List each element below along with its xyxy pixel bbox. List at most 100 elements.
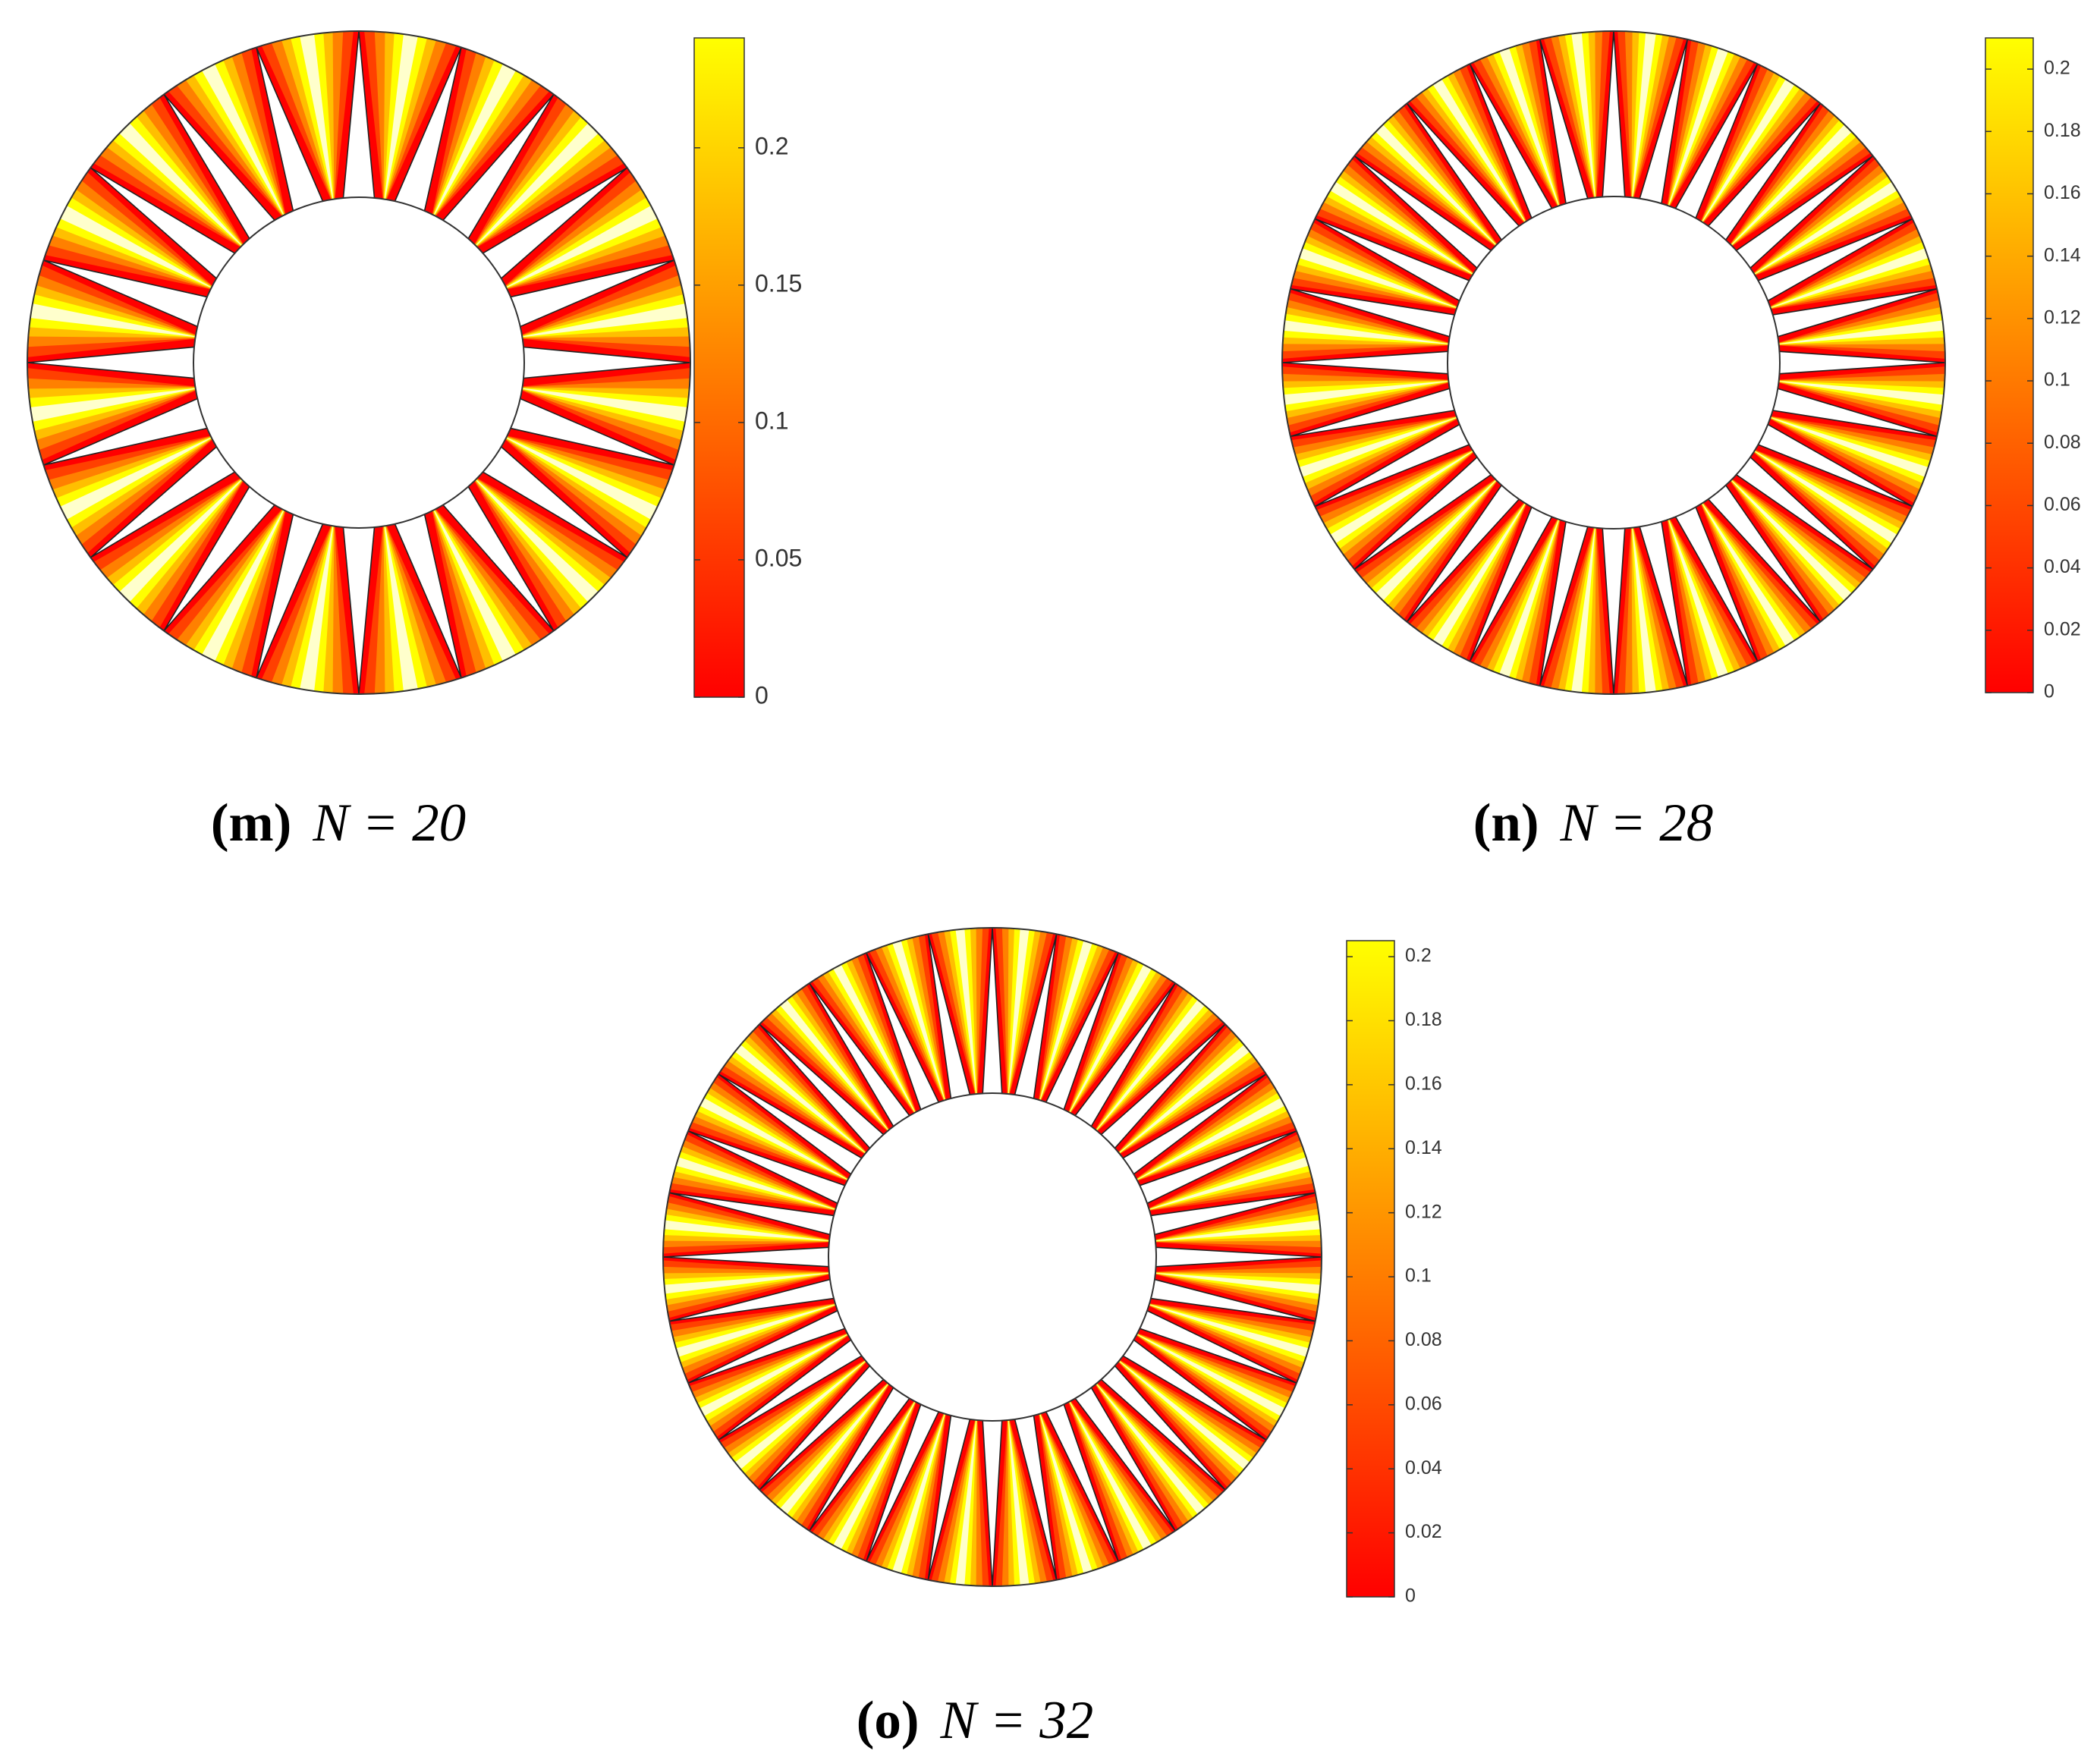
caption: (o) N = 32 [857, 1691, 1094, 1750]
field-wedge [891, 1406, 948, 1575]
slot [688, 1130, 845, 1204]
field-wedge [671, 1302, 843, 1369]
field-wedge [1037, 936, 1104, 1108]
slot [442, 486, 554, 631]
slot [809, 983, 910, 1127]
field-wedge [1486, 512, 1561, 683]
field-wedge [1142, 1302, 1315, 1375]
field-wedge [670, 1139, 843, 1212]
slot [1407, 485, 1520, 622]
field-wedge [1666, 42, 1741, 213]
field-wedge [1725, 474, 1853, 602]
field-wedge [1291, 228, 1464, 310]
field-wedge [881, 936, 948, 1108]
field-wedge [1666, 512, 1729, 679]
colorbar-tick-label: 0.18 [1405, 1009, 1442, 1030]
panel-label: (n) [1473, 794, 1539, 853]
field-wedge [58, 434, 218, 520]
colorbar-tick-label: 0.05 [755, 544, 802, 571]
field-wedge [1328, 181, 1480, 278]
field-wedge [383, 32, 419, 207]
slot [1075, 983, 1176, 1127]
field-wedge [1282, 380, 1457, 405]
colorbar-tick-label: 0.12 [2044, 306, 2081, 328]
slot-edge [27, 346, 195, 379]
field-wedge [1130, 1331, 1287, 1417]
field-wedge [1725, 123, 1853, 251]
colorbar-tick-label: 0.02 [2044, 618, 2081, 640]
slot [90, 446, 235, 558]
colorbar-tick-label: 0.2 [1405, 945, 1432, 966]
panel-label: (m) [211, 794, 291, 853]
field-wedge [1564, 31, 1596, 206]
slot [483, 168, 627, 279]
field-wedge [1037, 1406, 1104, 1578]
slot [164, 94, 275, 239]
slot [43, 259, 207, 327]
field-wedge [1282, 313, 1457, 345]
slot [759, 1024, 884, 1149]
field-wedge [1666, 512, 1741, 683]
colorbar [1985, 37, 2034, 693]
field-wedge [1631, 31, 1663, 206]
field-wedge [832, 1394, 919, 1551]
slot-edge [342, 526, 376, 694]
slot [483, 446, 627, 558]
field-wedge [1148, 1220, 1322, 1242]
outer-boundary [27, 30, 691, 695]
field-wedge [1282, 320, 1457, 345]
field-wedge [1148, 1272, 1322, 1300]
field-wedge [290, 31, 335, 207]
field-wedge [1037, 1406, 1099, 1576]
field-wedge [827, 960, 919, 1120]
field-wedge [1142, 1145, 1313, 1212]
inner-boundary [193, 196, 525, 529]
field-wedge [673, 1151, 843, 1212]
colorbar-tick-label: 0.06 [2044, 494, 2081, 515]
field-wedge [698, 1331, 855, 1417]
slot [688, 1310, 845, 1384]
field-wedge [955, 928, 977, 1101]
slot [1075, 1387, 1176, 1531]
inner-boundary [828, 1092, 1157, 1422]
slot-edge [1779, 350, 1945, 375]
field-wedge [949, 1413, 977, 1586]
slot-edge [523, 346, 690, 379]
field-wedge [1066, 1394, 1158, 1554]
field-wedge [1066, 960, 1158, 1120]
field-wedge [1771, 380, 1945, 405]
field-wedge [875, 935, 948, 1108]
field-wedge [881, 1406, 948, 1578]
colorbar-tick-label: 0.2 [2044, 58, 2070, 79]
field-wedge [499, 434, 659, 520]
field-wedge [673, 1302, 843, 1363]
field-wedge [1763, 247, 1930, 310]
field-wedge [1666, 40, 1749, 213]
field-wedge [1142, 1302, 1310, 1358]
slot [1045, 1404, 1119, 1561]
field-wedge [1763, 241, 1932, 310]
field-wedge [1037, 1406, 1093, 1575]
field-wedge [1432, 77, 1529, 229]
field-wedge [1763, 415, 1936, 498]
field-wedge [1631, 520, 1663, 694]
field-wedge [1113, 1043, 1251, 1158]
field-wedge [949, 928, 977, 1101]
field-wedge [1037, 939, 1093, 1108]
slot [1758, 424, 1913, 507]
colorbar-tick-label: 0.08 [1405, 1329, 1442, 1350]
field-wedge [201, 62, 288, 222]
caption-text: N = 32 [940, 1691, 1094, 1750]
field-wedge [499, 205, 659, 291]
slot [1736, 457, 1873, 570]
field-wedge [1666, 512, 1749, 685]
slot [1675, 64, 1758, 218]
field-wedge [1698, 77, 1796, 229]
slot [866, 953, 939, 1110]
field-wedge [1631, 31, 1656, 206]
field-wedge [1130, 1097, 1287, 1183]
field-wedge [28, 303, 203, 338]
field-wedge [1008, 1413, 1030, 1586]
colorbar-tick-label: 0.02 [1405, 1521, 1442, 1542]
slot [523, 347, 690, 379]
